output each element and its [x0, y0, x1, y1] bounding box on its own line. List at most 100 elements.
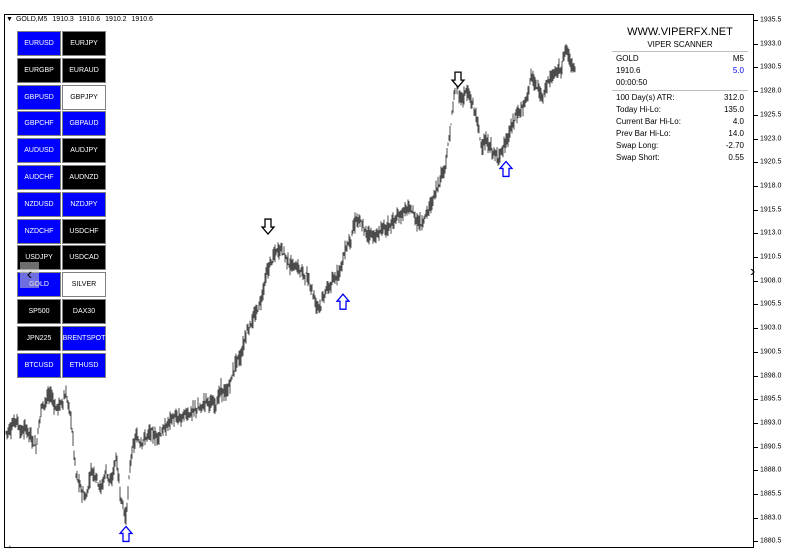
axis-label: 1915.5 — [760, 206, 782, 214]
scanner-symbol-row: GOLD M5 — [612, 53, 748, 65]
symbol-button-gbpjpy[interactable]: GBPJPY — [62, 84, 106, 110]
buy-arrow-icon — [118, 525, 134, 543]
sell-arrow-icon — [450, 71, 466, 89]
viper-scanner-panel: WWW.VIPERFX.NET VIPER SCANNER GOLD M5 19… — [612, 26, 748, 164]
symbol-button-audusd[interactable]: AUDUSD — [17, 138, 61, 164]
axis-label: 1890.5 — [760, 443, 782, 451]
axis-tick — [754, 138, 758, 140]
stat-label: 100 Day(s) ATR: — [616, 93, 675, 102]
axis-tick — [754, 20, 758, 21]
axis-label: 1908.0 — [760, 277, 782, 285]
chart-header: ▼ GOLD,M5 1910.3 1910.6 1910.2 1910.6 — [6, 16, 156, 23]
scanner-timer: 00:00:50 — [616, 78, 648, 87]
axis-label: 1905.5 — [760, 300, 782, 308]
stat-label: Current Bar Hi-Lo: — [616, 117, 681, 126]
buy-arrow-icon — [335, 293, 351, 310]
axis-label: 1893.0 — [760, 419, 782, 427]
nav-right-arrow-icon[interactable]: › — [750, 263, 756, 280]
symbol-button-nzdchf[interactable]: NZDCHF — [17, 218, 61, 244]
axis-label: 1928.0 — [760, 87, 782, 95]
axis-label: 1880.5 — [760, 537, 782, 545]
axis-tick — [754, 517, 758, 519]
symbol-button-dax30[interactable]: DAX30 — [62, 299, 106, 324]
scanner-timer-row: 00:00:50 — [612, 77, 748, 89]
symbol-button-usdchf[interactable]: USDCHF — [62, 218, 106, 244]
ohlc-high: 1910.6 — [78, 16, 101, 23]
stat-value: -2.70 — [725, 141, 744, 150]
axis-label: 1900.5 — [760, 348, 782, 356]
axis-tick — [754, 257, 758, 258]
axis-tick — [754, 233, 758, 235]
stat-value: 4.0 — [732, 117, 744, 126]
symbol-button-gbpaud[interactable]: GBPAUD — [62, 111, 106, 137]
nav-left-arrow-icon[interactable]: ‹ — [20, 262, 39, 288]
symbol-button-euraud[interactable]: EURAUD — [62, 57, 106, 83]
scanner-stat-row: Current Bar Hi-Lo: 4.0 — [612, 116, 748, 128]
symbol-button-eurgbp[interactable]: EURGBP — [17, 57, 61, 83]
axis-label: 1925.5 — [760, 111, 782, 119]
symbol-button-gbpchf[interactable]: GBPCHF — [17, 111, 61, 137]
ohlc-low: 1910.2 — [105, 16, 127, 23]
stat-value: 0.55 — [728, 153, 744, 162]
axis-tick — [754, 185, 758, 187]
stat-value: 135.0 — [723, 105, 744, 114]
axis-tick — [754, 67, 758, 69]
axis-tick — [754, 446, 758, 448]
axis-tick — [754, 541, 758, 543]
stat-value: 14.0 — [728, 129, 744, 138]
scanner-timeframe: M5 — [732, 54, 744, 63]
symbol-button-audchf[interactable]: AUDCHF — [17, 165, 61, 190]
axis-label: 1920.5 — [760, 158, 782, 166]
symbol-button-eurjpy[interactable]: EURJPY — [62, 31, 106, 56]
stat-label: Swap Short: — [616, 153, 660, 162]
axis-tick — [754, 91, 758, 93]
axis-tick — [754, 304, 758, 306]
axis-label: 1888.0 — [760, 466, 782, 474]
axis-label: 1918.0 — [760, 182, 782, 190]
scanner-spread: 5.0 — [732, 66, 744, 75]
axis-tick — [754, 43, 758, 45]
axis-label: 1930.5 — [760, 63, 782, 71]
symbol-button-ethusd[interactable]: ETHUSD — [62, 352, 106, 378]
ohlc-open: 1910.3 — [52, 16, 74, 23]
symbol-button-btcusd[interactable]: BTCUSD — [17, 352, 61, 378]
scanner-stat-row: Prev Bar Hi-Lo: 14.0 — [612, 128, 748, 140]
symbol-button-nzdusd[interactable]: NZDUSD — [17, 191, 61, 217]
symbol-button-eurusd[interactable]: EURUSD — [17, 31, 61, 56]
scanner-symbol: GOLD — [616, 54, 639, 63]
stat-label: Swap Long: — [616, 141, 659, 150]
axis-label: 1910.5 — [760, 253, 782, 261]
scanner-stat-row: Swap Short: 0.55 — [612, 152, 748, 164]
symbol-button-usdcad[interactable]: USDCAD — [62, 245, 106, 271]
triangle-down-icon[interactable]: ▼ — [6, 16, 13, 23]
axis-tick — [754, 280, 758, 282]
symbol-button-audnzd[interactable]: AUDNZD — [62, 165, 106, 190]
symbol-button-jpn225[interactable]: JPN225 — [17, 325, 61, 351]
bottom-mark: ⁴ — [8, 545, 12, 552]
axis-label: 1883.0 — [760, 514, 782, 522]
axis-tick — [754, 351, 758, 353]
sell-arrow-icon — [260, 218, 276, 236]
symbol-button-sp500[interactable]: SP500 — [17, 299, 61, 324]
axis-label: 1903.0 — [760, 324, 782, 332]
axis-label: 1913.0 — [760, 229, 782, 237]
symbol-button-audjpy[interactable]: AUDJPY — [62, 138, 106, 164]
axis-label: 1895.5 — [760, 395, 782, 403]
price-axis[interactable]: 1935.5 1933.0 1930.5 1928.0 1925.5 1923.0 1920… — [754, 0, 792, 553]
scanner-stats: 100 Day(s) ATR: 312.0 Today Hi-Lo: 135.0 Cur… — [612, 92, 748, 164]
symbol-timeframe: GOLD,M5 — [15, 16, 48, 23]
symbol-button-gbpusd[interactable]: GBPUSD — [17, 84, 61, 110]
axis-label: 1935.5 — [760, 16, 782, 24]
axis-tick — [754, 162, 758, 164]
axis-tick — [754, 209, 758, 211]
symbol-button-brentspot[interactable]: BRENTSPOT — [62, 325, 106, 351]
axis-tick — [754, 114, 758, 116]
scanner-stat-row: Today Hi-Lo: 135.0 — [612, 104, 748, 116]
divider — [612, 51, 748, 52]
symbol-button-nzdjpy[interactable]: NZDJPY — [62, 191, 106, 217]
signal-arrows — [118, 71, 514, 543]
symbol-button-silver[interactable]: SILVER — [62, 272, 106, 298]
scanner-stat-row: 100 Day(s) ATR: 312.0 — [612, 92, 748, 104]
